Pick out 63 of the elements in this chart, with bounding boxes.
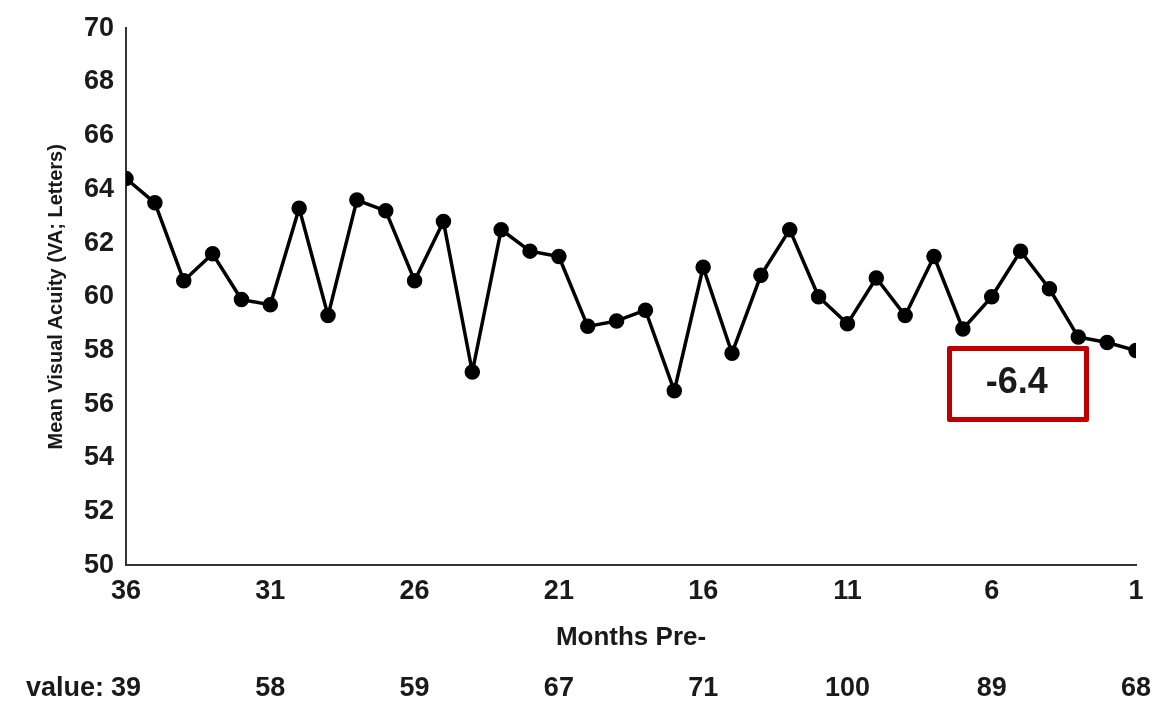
- y-tick-label: 64: [83, 172, 115, 203]
- x-tick-label: 1: [1128, 575, 1144, 606]
- point: [262, 297, 279, 313]
- point: [897, 307, 913, 324]
- x-tick-label: 26: [399, 575, 430, 606]
- point: [493, 221, 509, 238]
- y-tick-label: 52: [83, 495, 115, 526]
- y-tick-label: 68: [83, 65, 115, 96]
- text: 59: [399, 672, 430, 703]
- text: 100: [824, 672, 870, 703]
- point: [233, 291, 250, 308]
- point: [839, 315, 856, 332]
- point: [983, 289, 1000, 305]
- point: [1012, 243, 1029, 259]
- point: [724, 345, 740, 361]
- point: [406, 272, 423, 289]
- point: [695, 259, 711, 275]
- x-tick-label: 21: [543, 575, 574, 606]
- text: 39: [111, 672, 142, 703]
- y-tick-label: 56: [83, 387, 115, 418]
- point: [377, 203, 394, 219]
- point: [868, 270, 885, 286]
- point: [349, 192, 365, 208]
- point: [522, 243, 538, 259]
- y-tick-label: 60: [83, 280, 115, 311]
- point: [320, 307, 336, 324]
- x-axis-title: Months Pre-: [555, 620, 707, 651]
- text: value:: [25, 672, 105, 703]
- x-tick-label: 31: [255, 575, 286, 606]
- point: [1099, 334, 1115, 351]
- point: [464, 364, 481, 380]
- point: [435, 213, 452, 230]
- point: [810, 289, 827, 305]
- text: 58: [255, 672, 286, 703]
- x-tick-label: 11: [833, 575, 862, 606]
- x-tick-label: 16: [688, 575, 719, 606]
- text: 67: [543, 672, 574, 703]
- point: [147, 195, 163, 211]
- point: [781, 221, 798, 238]
- text: 68: [1120, 672, 1152, 703]
- point: [955, 321, 971, 337]
- point: [666, 383, 683, 399]
- y-tick-label: 58: [83, 333, 115, 364]
- text: 89: [976, 672, 1007, 703]
- point: [608, 313, 625, 329]
- y-tick-label: 54: [83, 441, 115, 472]
- point: [926, 248, 942, 265]
- annotation: -6.4: [985, 359, 1048, 401]
- x-tick-label: 6: [984, 575, 1000, 606]
- point: [1070, 329, 1087, 345]
- point: [753, 267, 769, 284]
- point: [176, 272, 192, 289]
- point: [637, 302, 654, 318]
- point: [204, 246, 221, 262]
- point: [579, 318, 596, 335]
- text: 71: [688, 672, 719, 703]
- point: [291, 200, 307, 216]
- y-tick-label: 66: [83, 119, 115, 150]
- y-tick-label: 70: [83, 11, 115, 42]
- y-axis-title: Mean Visual Acuity (VA; Letters): [43, 144, 66, 450]
- y-tick-label: 62: [83, 226, 115, 257]
- point: [551, 248, 567, 265]
- point: [1041, 280, 1058, 297]
